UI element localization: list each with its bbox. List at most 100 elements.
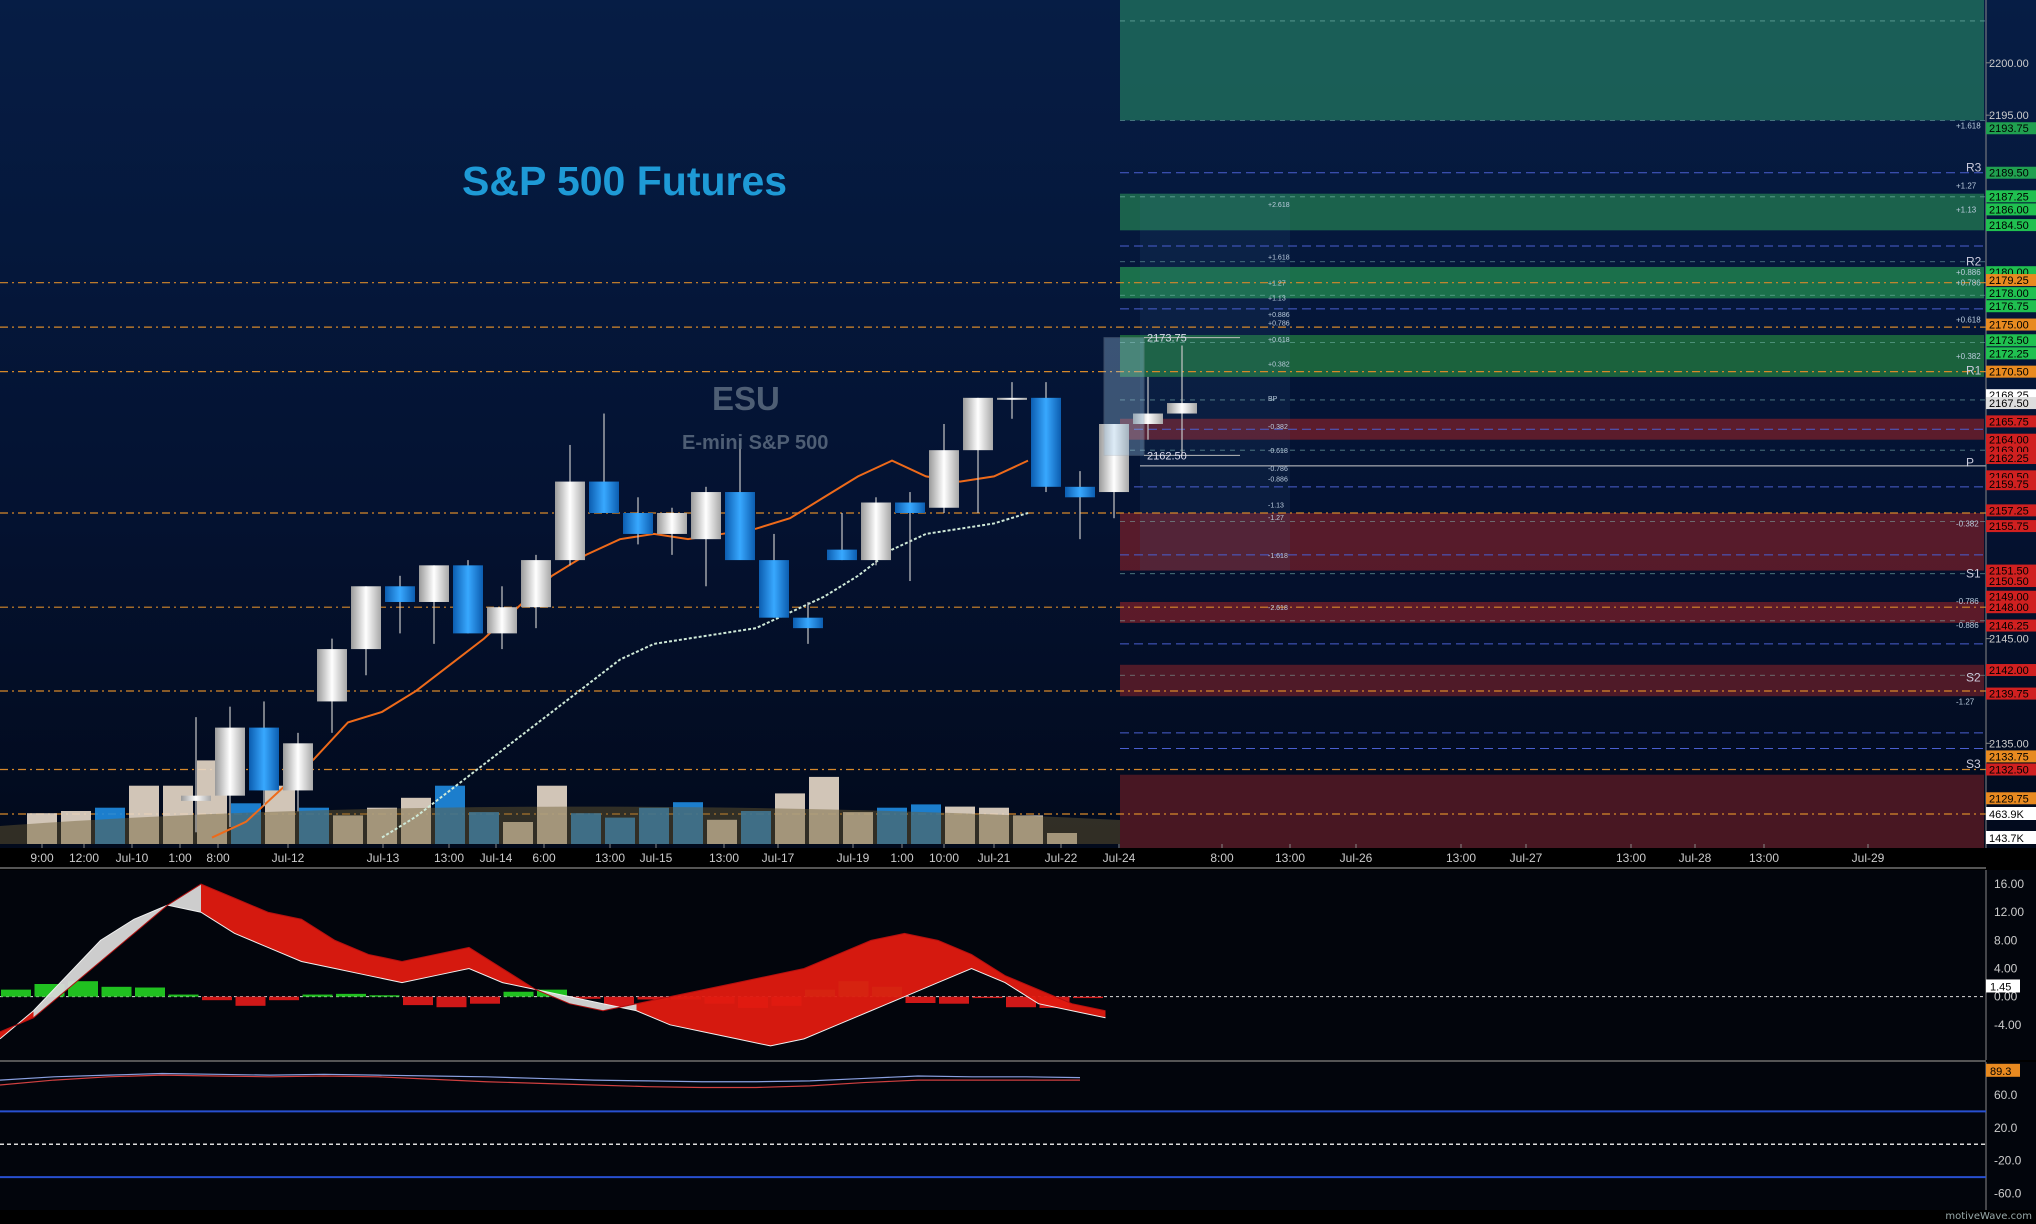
candle-body — [589, 481, 619, 513]
macd-cloud-segment — [234, 898, 268, 948]
fib-label: +1.618 — [1956, 122, 1981, 131]
time-axis-label: Jul-12 — [272, 851, 305, 865]
macd-histogram-bar — [269, 996, 299, 1001]
price-tag — [1986, 750, 2036, 763]
macd-cloud-segment — [268, 912, 302, 962]
macd-histogram-bar — [637, 996, 668, 1000]
oscillator-axis-label: 20.0 — [1994, 1121, 2018, 1135]
volume-bar — [61, 811, 91, 844]
volume-tag — [1986, 831, 2036, 844]
candle-body — [1133, 413, 1163, 424]
oscillator-line-a — [0, 1072, 1081, 1083]
volume-bar — [231, 803, 261, 844]
price-tag-label: 2167.50 — [1989, 398, 2029, 410]
price-tag-label: 2133.75 — [1989, 751, 2029, 763]
volume-bar — [571, 813, 601, 844]
macd-cloud-segment — [167, 884, 201, 913]
candle-body — [317, 649, 347, 702]
macd-value-label: 1.45 — [1990, 981, 2011, 993]
macd-signal-line — [0, 883, 1106, 1033]
oscillator-line-b — [0, 1074, 1080, 1089]
candle-body — [521, 560, 551, 608]
macd-histogram-bar — [403, 996, 433, 1006]
volume-bar — [27, 813, 57, 844]
volume-bar — [707, 819, 737, 844]
volume-bar — [367, 807, 397, 844]
volume-bar — [1047, 833, 1077, 844]
price-tag-label: 2157.25 — [1989, 505, 2029, 517]
fib-label: +0.618 — [1268, 337, 1290, 344]
volume-bar — [469, 812, 499, 844]
time-axis-label: Jul-29 — [1852, 851, 1885, 865]
volume-bar — [741, 811, 771, 844]
volume-bar — [639, 807, 669, 844]
candle-body — [385, 586, 415, 602]
volume-bar — [333, 815, 363, 844]
pivot-label: S1 — [1966, 567, 1981, 581]
macd-line — [0, 904, 1106, 1047]
fib-label: -1.618 — [1268, 553, 1288, 560]
price-tag — [1986, 763, 2036, 776]
fib-label: -0.886 — [1956, 621, 1979, 630]
price-axis-label: 2145.00 — [1989, 634, 2029, 646]
macd-histogram-bar — [503, 991, 534, 997]
volume-bar — [979, 807, 1009, 844]
macd-histogram-bar — [1073, 996, 1103, 999]
price-tag — [1986, 564, 2036, 577]
volume-bar — [95, 807, 125, 844]
candle-body — [351, 586, 381, 650]
macd-cloud-segment — [335, 940, 369, 976]
candle-body — [793, 617, 823, 629]
volume-bar — [503, 822, 533, 844]
macd-cloud-segment — [1005, 975, 1039, 1004]
candle-body — [1065, 486, 1095, 498]
projection-zone — [1120, 0, 1984, 121]
oscillator-panel-background — [0, 1062, 2036, 1210]
time-axis-label: Jul-26 — [1340, 851, 1373, 865]
time-axis-label: Jul-27 — [1510, 851, 1543, 865]
macd-histogram-bar — [168, 994, 199, 997]
time-axis-label: Jul-22 — [1045, 851, 1078, 865]
candle-body — [1099, 424, 1129, 493]
macd-axis-label: 16.00 — [1994, 877, 2024, 891]
price-tag — [1986, 274, 2036, 287]
macd-cloud-segment — [737, 975, 771, 1046]
macd-histogram-bar — [135, 987, 165, 997]
price-tag — [1986, 347, 2036, 360]
macd-histogram-bar — [972, 996, 1003, 999]
price-tag-label: 2139.75 — [1989, 689, 2029, 701]
price-tag — [1986, 575, 2036, 588]
macd-histogram-bar — [436, 996, 467, 1008]
candle-body — [827, 549, 857, 561]
macd-axis-label: 4.00 — [1994, 962, 2018, 976]
time-axis-background — [0, 848, 2036, 868]
macd-axis-label: 0.00 — [1994, 990, 2018, 1004]
price-tag — [1986, 792, 2036, 805]
price-axis-label: 2135.00 — [1989, 738, 2029, 750]
candle-body — [759, 560, 789, 618]
macd-cloud-segment — [636, 996, 670, 1025]
price-tag-label: 2176.75 — [1989, 301, 2029, 313]
fib-label: -2.618 — [1268, 605, 1288, 612]
price-axis-label: 2195.00 — [1989, 110, 2029, 122]
price-tag-label: 2170.50 — [1989, 367, 2029, 379]
volume-bar — [809, 776, 839, 844]
time-axis-label: 13:00 — [1446, 851, 1476, 865]
symbol-watermark: ESU — [712, 380, 780, 417]
fib-label: -1.27 — [1268, 515, 1284, 522]
volume-bar — [435, 785, 465, 844]
price-tag — [1986, 334, 2036, 347]
time-axis-label: Jul-21 — [978, 851, 1011, 865]
volume-bar — [129, 785, 159, 844]
time-axis-label: Jul-13 — [367, 851, 400, 865]
fib-label: -0.618 — [1268, 448, 1288, 455]
volume-bar — [605, 817, 635, 844]
candle-body — [555, 481, 585, 561]
time-axis-label: 8:00 — [1210, 851, 1234, 865]
time-axis-label: 1:00 — [890, 851, 914, 865]
macd-axis-label: 8.00 — [1994, 933, 2018, 947]
projection-zone — [1120, 418, 1984, 440]
volume-bar — [401, 797, 431, 844]
time-axis-label: 10:00 — [929, 851, 959, 865]
macd-value-tag — [1986, 979, 2020, 993]
